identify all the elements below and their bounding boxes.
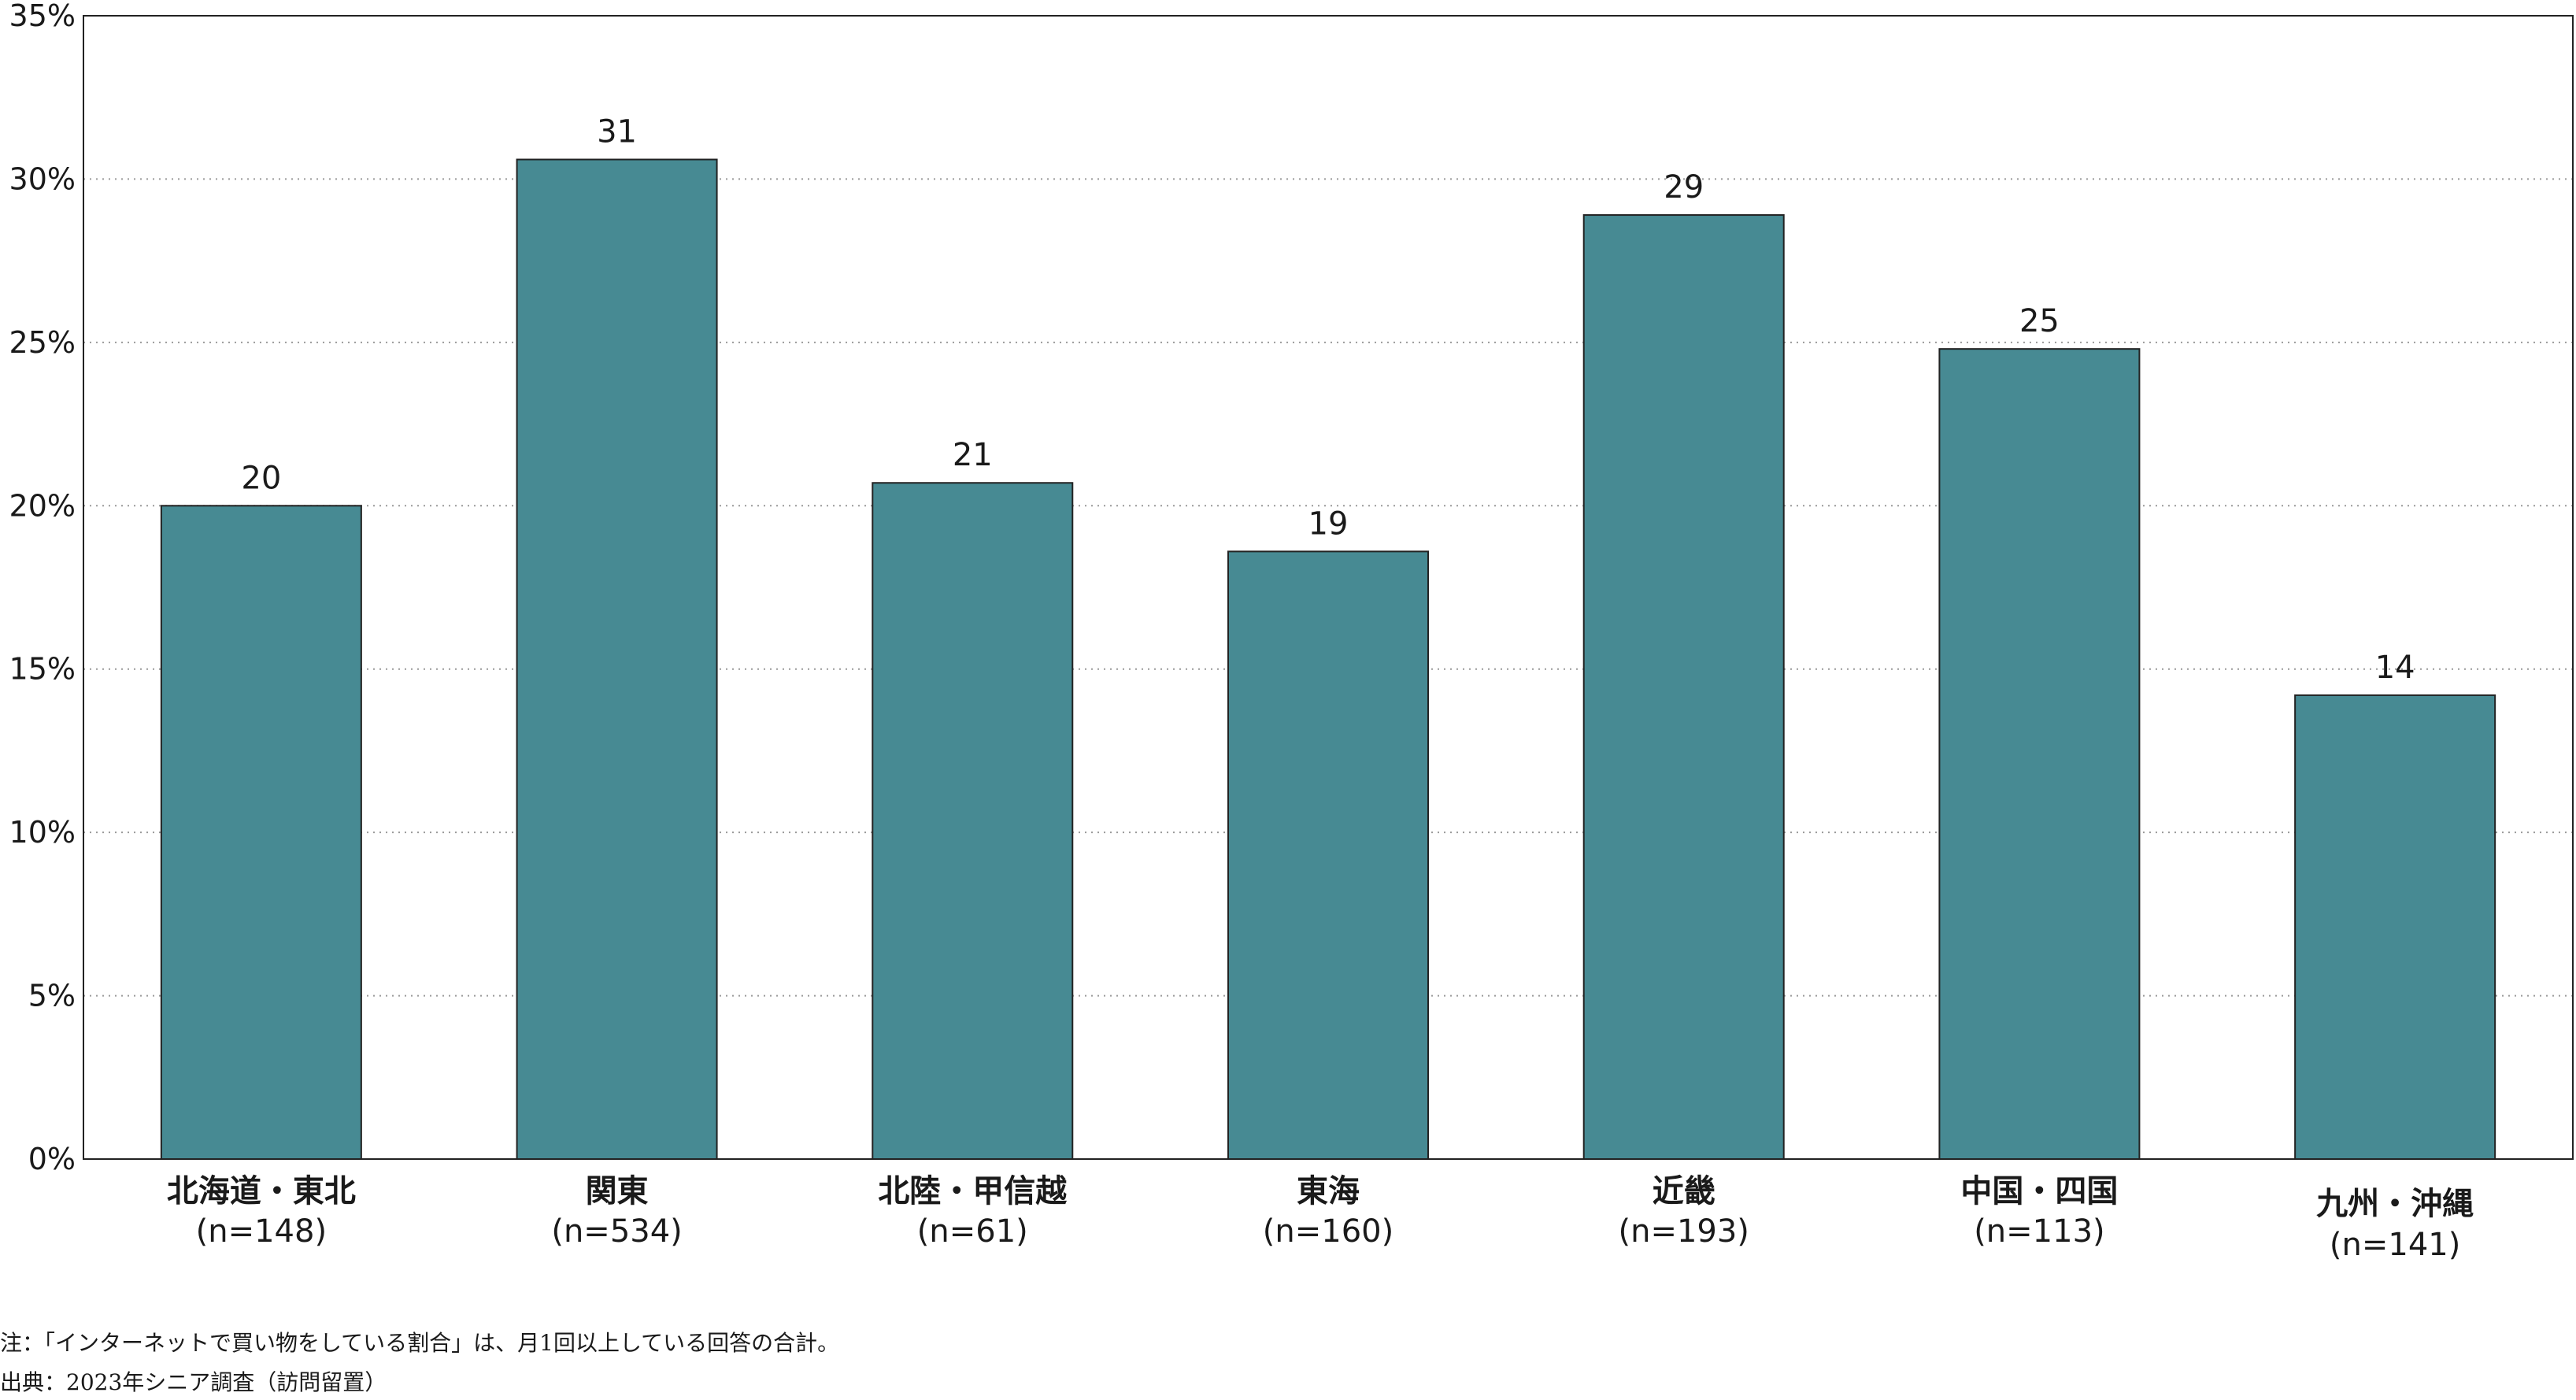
x-tick-sample-size: (n=148) (196, 1213, 327, 1250)
footnote: 注：「インターネットで買い物をしている割合」は、月1回以上している回答の合計。 (0, 1330, 840, 1356)
data-label: 31 (597, 114, 637, 150)
y-tick-label: 5% (28, 979, 76, 1013)
y-tick-label: 0% (28, 1142, 76, 1176)
data-label: 21 (953, 437, 993, 473)
x-tick-sample-size: (n=141) (2330, 1227, 2460, 1263)
bars (160, 158, 2496, 1161)
x-axis: 北海道・東北 (n=148) 関東 (n=534) 北陸・甲信越 (n=61) 東海 (n=1… (167, 1173, 2474, 1263)
x-tick-label: 九州・沖縄 (2316, 1186, 2474, 1222)
x-tick-label: 北陸・甲信越 (878, 1173, 1067, 1209)
data-label: 19 (1308, 506, 1349, 542)
x-tick-sample-size: (n=193) (1618, 1213, 1749, 1250)
bar-chart: 0% 5% 10% 15% 20% 25% 30% 35% 20 31 21 19 29 25 14 北海… (9, 0, 2574, 1263)
y-tick-label: 35% (9, 0, 76, 33)
data-label: 20 (241, 460, 281, 496)
y-tick-label: 20% (9, 488, 76, 523)
bar (1227, 550, 1429, 1160)
y-tick-label: 10% (9, 815, 76, 850)
x-tick-label: 中国・四国 (1960, 1173, 2118, 1209)
bar (516, 158, 718, 1161)
bar (1938, 348, 2141, 1160)
data-label: 29 (1664, 169, 1704, 206)
bar (1582, 214, 1785, 1160)
x-tick-label: 東海 (1297, 1173, 1360, 1209)
bar (872, 482, 1074, 1160)
source-note: 出典：2023年シニア調査（訪問留置） (0, 1369, 387, 1395)
data-label: 14 (2375, 650, 2415, 686)
y-axis: 0% 5% 10% 15% 20% 25% 30% 35% (9, 0, 76, 1176)
y-tick-label: 30% (9, 161, 76, 196)
plot-frame (83, 15, 2574, 1160)
x-tick-sample-size: (n=534) (551, 1213, 682, 1250)
bar (2294, 694, 2496, 1160)
x-tick-sample-size: (n=160) (1263, 1213, 1393, 1250)
y-tick-label: 25% (9, 325, 76, 360)
data-labels: 20 31 21 19 29 25 14 (241, 114, 2415, 686)
x-tick-sample-size: (n=61) (917, 1213, 1028, 1250)
x-tick-label: 近畿 (1653, 1173, 1715, 1209)
x-tick-sample-size: (n=113) (1974, 1213, 2104, 1250)
data-label: 25 (2019, 303, 2060, 339)
x-tick-label: 北海道・東北 (167, 1173, 356, 1209)
y-tick-label: 15% (9, 652, 76, 687)
bar (160, 505, 362, 1160)
x-tick-label: 関東 (586, 1173, 649, 1209)
